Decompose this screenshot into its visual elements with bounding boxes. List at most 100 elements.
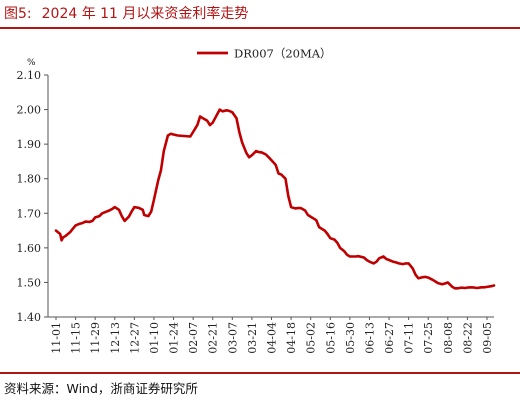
data-point <box>395 261 397 264</box>
data-point <box>111 208 113 210</box>
data-point <box>463 287 466 289</box>
data-point <box>118 209 120 211</box>
y-tick-label: 1.40 <box>17 311 42 324</box>
data-point <box>318 226 320 228</box>
x-tick-label: 03-07 <box>226 322 239 354</box>
data-point <box>329 237 332 239</box>
x-tick-label: 08-08 <box>442 322 455 354</box>
data-point <box>74 224 77 227</box>
data-point <box>300 207 302 209</box>
data-point <box>238 131 241 133</box>
data-point <box>189 135 192 138</box>
data-point <box>349 255 351 258</box>
data-point <box>333 238 336 241</box>
data-point <box>202 117 204 119</box>
data-point <box>454 287 456 290</box>
y-axis: 2.10 2.00 1.90 1.80 1.70 1.60 1.50 1.40 <box>17 69 49 324</box>
data-point <box>297 207 299 209</box>
data-point <box>424 276 427 278</box>
data-point <box>69 231 71 234</box>
data-point <box>60 239 63 242</box>
data-point <box>142 209 144 211</box>
data-point <box>434 280 437 283</box>
data-point <box>167 134 169 137</box>
data-point <box>466 286 469 289</box>
data-point <box>209 124 211 126</box>
data-point <box>493 284 495 287</box>
data-point <box>407 262 410 265</box>
data-point <box>104 211 106 213</box>
data-point <box>218 108 221 111</box>
y-tick-label: 2.10 <box>17 69 42 82</box>
data-point <box>265 153 267 156</box>
data-point <box>470 286 473 289</box>
data-point <box>81 222 84 224</box>
data-point <box>398 262 400 265</box>
data-point <box>231 111 234 114</box>
data-point <box>363 256 365 259</box>
data-point <box>476 287 479 289</box>
x-tick-label: 05-16 <box>324 322 337 354</box>
data-point <box>251 154 253 156</box>
data-point <box>287 195 290 197</box>
data-point <box>486 286 488 288</box>
data-point <box>385 258 388 260</box>
data-point <box>91 220 94 222</box>
data-point <box>121 215 123 217</box>
data-point <box>343 250 346 253</box>
data-point <box>199 115 201 118</box>
data-point <box>339 247 341 249</box>
data-point <box>196 124 199 126</box>
data-point <box>206 119 208 122</box>
x-tick-label: 04-04 <box>266 322 279 354</box>
x-tick-label: 11-01 <box>50 322 63 354</box>
data-point <box>101 212 103 215</box>
x-tick-label: 06-27 <box>383 322 396 354</box>
data-point <box>336 241 339 244</box>
data-point <box>255 150 257 152</box>
x-tick-label: 05-02 <box>305 322 318 354</box>
data-point <box>402 263 404 265</box>
data-point <box>431 278 434 281</box>
data-point <box>258 151 260 153</box>
y-tick-label: 1.70 <box>17 207 42 220</box>
data-point <box>245 152 248 154</box>
data-point <box>62 236 64 239</box>
x-tick-label: 07-25 <box>422 322 435 354</box>
data-point <box>133 206 136 208</box>
data-point <box>304 209 306 212</box>
x-tick-label: 03-21 <box>246 322 259 354</box>
data-point <box>150 210 152 213</box>
x-tick-label: 09-05 <box>481 322 494 354</box>
data-point <box>294 207 297 210</box>
data-point <box>72 228 74 230</box>
data-point <box>375 260 378 263</box>
data-point <box>88 221 91 223</box>
data-point <box>128 215 130 218</box>
data-point <box>307 214 309 216</box>
x-tick-label: 12-13 <box>109 322 122 354</box>
title-divider <box>0 27 520 29</box>
x-tick-label: 02-07 <box>187 322 200 354</box>
x-tick-label: 01-24 <box>168 322 181 354</box>
source-divider <box>0 372 520 374</box>
data-point <box>382 255 385 258</box>
data-point <box>280 173 283 176</box>
data-point <box>326 233 329 235</box>
x-tick-label: 07-11 <box>403 322 416 354</box>
data-point <box>277 172 280 175</box>
legend-label-dr007: DR007（20MA） <box>234 47 332 61</box>
y-axis-unit: % <box>27 58 36 68</box>
x-tick-label: 12-27 <box>128 322 141 354</box>
x-tick-label: 02-21 <box>207 322 220 354</box>
data-point <box>490 285 493 288</box>
data-point <box>269 157 271 160</box>
x-tick-label: 11-15 <box>70 322 83 354</box>
source-note: 资料来源：Wind，浙商证券研究所 <box>4 381 198 396</box>
legend: DR007（20MA） <box>197 47 332 61</box>
data-point <box>346 254 348 256</box>
data-point <box>368 260 371 263</box>
data-point <box>392 260 395 263</box>
series-points <box>55 108 495 290</box>
data-point <box>323 229 326 232</box>
